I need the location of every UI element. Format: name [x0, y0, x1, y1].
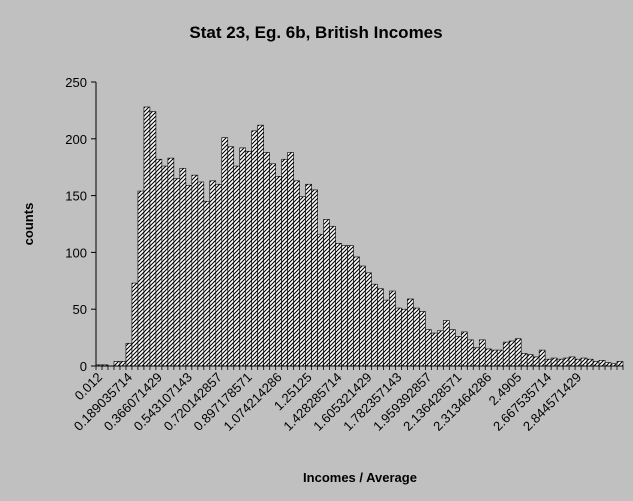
x-ticks-group: 0.0120.1890357140.3660714290.5431071430.… [71, 366, 624, 434]
histogram-bar [592, 361, 600, 367]
histogram-bar [413, 307, 420, 367]
x-axis-title: Incomes / Average [303, 470, 417, 485]
histogram-bar [353, 256, 360, 367]
y-tick-label: 100 [65, 245, 87, 260]
histogram-bar [538, 349, 546, 367]
histogram-bar [167, 157, 175, 367]
histogram-bar [281, 158, 288, 367]
histogram-bar [389, 290, 396, 367]
histogram-bar [221, 137, 229, 367]
histogram-bar [251, 130, 258, 367]
histogram-bar [478, 339, 486, 367]
histogram-bar [335, 243, 342, 367]
histogram-bar [449, 329, 456, 367]
histogram-bar [580, 357, 588, 367]
y-ticks-group: 0 50 100 150 200 250 [65, 75, 96, 374]
y-tick-label: 200 [65, 132, 87, 147]
histogram-bar [245, 151, 253, 367]
histogram-bar [365, 272, 372, 367]
histogram-bar [215, 183, 223, 367]
y-tick-label: 150 [65, 189, 87, 204]
histogram-bar [287, 152, 294, 367]
histogram-bar [544, 358, 552, 367]
histogram-bar [239, 147, 247, 367]
histogram-bar [508, 340, 516, 367]
histogram-bar [550, 357, 558, 367]
histogram-bar [401, 308, 408, 367]
histogram-bar [461, 331, 468, 367]
histogram-bar [329, 225, 336, 367]
histogram-bar [395, 307, 402, 367]
histogram-bar [275, 175, 282, 367]
histogram-bar [586, 358, 594, 367]
histogram-bar [263, 152, 270, 367]
histogram-bar [562, 357, 570, 367]
histogram-bar [161, 165, 169, 367]
histogram-bar [466, 339, 474, 367]
histogram-bar [419, 311, 426, 367]
histogram-bar [191, 174, 199, 367]
y-tick-label: 0 [80, 359, 87, 374]
histogram-bar [305, 183, 312, 367]
histogram-bar [484, 348, 492, 367]
histogram-bar [125, 342, 133, 367]
histogram-bar [532, 356, 540, 367]
histogram-bar [119, 361, 127, 367]
histogram-bar [407, 298, 414, 367]
histogram-bar [616, 361, 624, 367]
histogram-bar [443, 320, 450, 367]
histogram-bar [556, 358, 564, 367]
histogram-bar [568, 356, 576, 367]
histogram-bar [113, 361, 121, 367]
histogram-bar [574, 358, 582, 367]
histogram-bar [496, 349, 504, 367]
y-tick-label: 250 [65, 75, 87, 90]
histogram-bar [359, 265, 366, 367]
histogram-bar [520, 353, 528, 367]
bars-group [95, 106, 624, 367]
y-axis-title: counts [21, 203, 36, 246]
chart-title: Stat 23, Eg. 6b, British Incomes [189, 23, 442, 42]
y-tick-label: 50 [73, 302, 87, 317]
histogram-bar [526, 354, 534, 367]
histogram-bar [143, 106, 151, 367]
histogram-bar [317, 233, 324, 367]
histogram-bar [490, 349, 498, 367]
histogram-bar [293, 180, 300, 367]
histogram-bar [598, 360, 606, 367]
histogram-bar [431, 332, 438, 367]
histogram-bar [371, 283, 378, 367]
histogram-bar [257, 124, 264, 367]
histogram-bar [604, 362, 612, 367]
histogram-bar [131, 282, 139, 367]
histogram-bar [179, 168, 187, 367]
histogram-bar [514, 338, 522, 367]
histogram-bar [173, 178, 181, 367]
histogram-bar [383, 299, 390, 367]
histogram-bar [209, 180, 217, 367]
histogram-bar [197, 181, 205, 367]
histogram-bar [455, 336, 462, 367]
histogram-bar [472, 347, 480, 367]
histogram-bar [299, 196, 306, 367]
histogram-bar [155, 158, 163, 367]
histogram-bar [149, 111, 157, 367]
histogram-bar [233, 165, 241, 367]
histogram-bar [137, 190, 145, 367]
histogram-bar [377, 288, 384, 367]
histogram-bar [425, 329, 432, 367]
histogram-bar [347, 245, 354, 367]
histogram-bar [437, 330, 444, 367]
histogram-bar [311, 189, 318, 367]
histogram-bar [203, 200, 211, 367]
histogram-bar [185, 185, 193, 367]
histogram-bar [341, 245, 348, 367]
histogram-bar [227, 146, 235, 367]
histogram-bar [502, 341, 510, 367]
histogram-bar [323, 219, 330, 367]
histogram-bar [269, 163, 276, 367]
